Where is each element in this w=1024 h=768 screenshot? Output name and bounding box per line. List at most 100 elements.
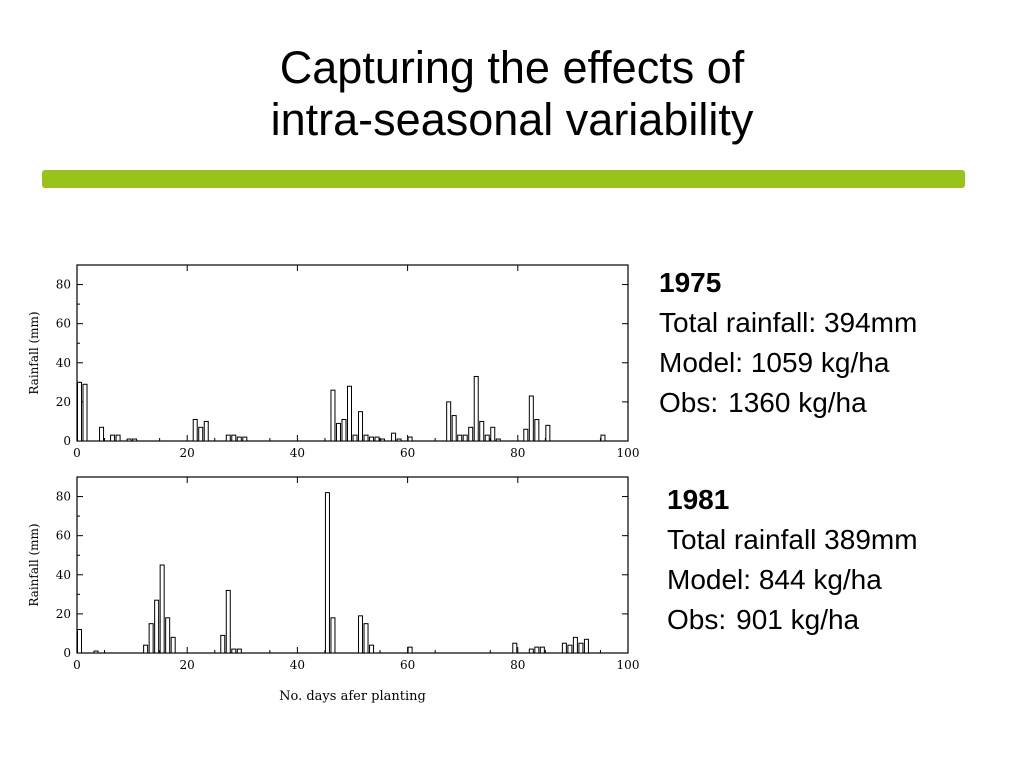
rainfall-bar bbox=[82, 383, 88, 442]
x-tick-label: 100 bbox=[617, 446, 640, 460]
plot-frame bbox=[76, 264, 629, 442]
obs-label: Obs: bbox=[667, 604, 727, 635]
rainfall-bar bbox=[363, 623, 369, 654]
slide-title: Capturing the effects of intra-seasonal … bbox=[0, 42, 1024, 146]
rainfall-bar bbox=[143, 644, 149, 654]
x-tick-label: 0 bbox=[73, 658, 81, 672]
rainfall-bar bbox=[528, 395, 534, 442]
rainfall-bar bbox=[170, 636, 176, 654]
rainfall-bar bbox=[600, 434, 606, 442]
rainfall-bar bbox=[358, 615, 364, 654]
rainfall-bar bbox=[479, 420, 485, 442]
rainfall-bar bbox=[407, 436, 413, 442]
y-tick-label: 40 bbox=[56, 356, 71, 370]
rainfall-bar bbox=[512, 642, 518, 654]
rainfall-bar bbox=[110, 434, 116, 442]
rainfall-bar bbox=[159, 564, 165, 654]
rainfall-bar bbox=[545, 424, 551, 442]
rainfall-bar bbox=[203, 420, 209, 442]
rainfall-bar bbox=[132, 438, 138, 442]
info-panel-1981: 1981 Total rainfall 389mm Model: 844 kg/… bbox=[667, 480, 918, 640]
rainfall-bar bbox=[396, 438, 402, 442]
y-axis-label: Rainfall (mm) bbox=[27, 523, 41, 606]
rainfall-bar bbox=[352, 434, 358, 442]
y-tick-label: 20 bbox=[56, 395, 71, 409]
rainfall-bar bbox=[324, 492, 330, 654]
rainfall-bar bbox=[231, 434, 237, 442]
rainfall-bar bbox=[93, 650, 99, 654]
rainfall-bar bbox=[567, 644, 573, 654]
rainfall-bar bbox=[99, 426, 105, 442]
x-tick-label: 80 bbox=[510, 446, 525, 460]
rainfall-bar bbox=[236, 648, 242, 654]
rainfall-bar bbox=[391, 432, 397, 442]
rainfall-bar bbox=[335, 422, 341, 442]
obs-label: Obs: bbox=[659, 387, 719, 418]
panel-total-rainfall: Total rainfall 389mm bbox=[667, 524, 918, 555]
rainfall-bar bbox=[484, 434, 490, 442]
rainfall-bar bbox=[374, 436, 380, 442]
chart-0: 0 20 40 60 80 100 0 20 40 60 80 Rainfall (mm) bbox=[27, 264, 640, 460]
y-axis-label: Rainfall (mm) bbox=[27, 311, 41, 394]
panel-year: 1981 bbox=[667, 484, 730, 515]
rainfall-bar bbox=[346, 385, 352, 442]
rainfall-bar bbox=[198, 426, 204, 442]
rainfall-bar bbox=[363, 434, 369, 442]
title-line-1: Capturing the effects of bbox=[279, 42, 745, 93]
x-tick-label: 80 bbox=[510, 658, 525, 672]
rainfall-bar bbox=[446, 401, 452, 442]
rainfall-bar bbox=[330, 389, 336, 442]
rainfall-bar bbox=[369, 436, 375, 442]
x-tick-label: 60 bbox=[400, 446, 415, 460]
info-panel-1975: 1975 Total rainfall: 394mm Model: 1059 k… bbox=[659, 263, 917, 423]
rainfall-bar bbox=[77, 381, 83, 442]
rainfall-bar bbox=[369, 644, 375, 654]
rainfall-bar bbox=[462, 434, 468, 442]
x-tick-label: 20 bbox=[180, 658, 195, 672]
panel-model-yield: Model: 1059 kg/ha bbox=[659, 347, 890, 378]
rainfall-bar bbox=[242, 436, 248, 442]
rainfall-bar bbox=[77, 629, 83, 654]
rainfall-bar bbox=[407, 646, 413, 654]
panel-obs-yield: Obs: 901 kg/ha bbox=[667, 600, 918, 640]
panel-total-rainfall: Total rainfall: 394mm bbox=[659, 307, 918, 338]
rainfall-bar bbox=[583, 638, 589, 654]
y-tick-label: 60 bbox=[56, 317, 71, 331]
rainfall-bar bbox=[534, 646, 540, 654]
rainfall-bar bbox=[126, 438, 132, 442]
rainfall-bar bbox=[539, 646, 545, 654]
rainfall-bar bbox=[148, 623, 154, 654]
obs-value: 901 kg/ha bbox=[736, 604, 860, 635]
rainfall-bar bbox=[457, 434, 463, 442]
rainfall-bar bbox=[236, 436, 242, 442]
x-tick-label: 100 bbox=[617, 658, 640, 672]
rainfall-bar bbox=[341, 418, 347, 442]
rainfall-bar bbox=[523, 428, 529, 442]
rainfall-bar bbox=[578, 642, 584, 654]
rainfall-bar bbox=[451, 415, 457, 442]
panel-obs-yield: Obs: 1360 kg/ha bbox=[659, 383, 917, 423]
rainfall-bar bbox=[154, 599, 160, 654]
x-tick-label: 20 bbox=[180, 446, 195, 460]
obs-value: 1360 kg/ha bbox=[728, 387, 867, 418]
rainfall-bar bbox=[528, 648, 534, 654]
rainfall-bar bbox=[231, 648, 237, 654]
y-tick-label: 80 bbox=[56, 490, 71, 504]
rainfall-bar bbox=[358, 411, 364, 442]
rainfall-bar bbox=[468, 426, 474, 442]
rainfall-bar bbox=[330, 617, 336, 654]
panel-model-yield: Model: 844 kg/ha bbox=[667, 564, 882, 595]
rainfall-bar bbox=[380, 438, 386, 442]
y-tick-label: 60 bbox=[56, 529, 71, 543]
y-tick-label: 20 bbox=[56, 607, 71, 621]
accent-rule bbox=[42, 170, 965, 188]
rainfall-bar bbox=[561, 642, 567, 654]
y-tick-label: 40 bbox=[56, 568, 71, 582]
panel-year: 1975 bbox=[659, 267, 722, 298]
x-tick-label: 60 bbox=[400, 658, 415, 672]
rainfall-bar bbox=[115, 434, 121, 442]
x-tick-label: 40 bbox=[290, 658, 305, 672]
rainfall-bar bbox=[490, 426, 496, 442]
y-tick-label: 0 bbox=[63, 434, 71, 448]
